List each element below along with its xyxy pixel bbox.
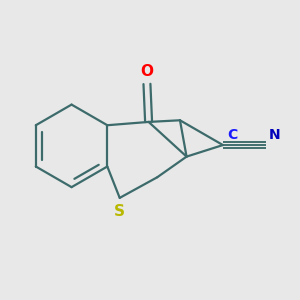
Text: S: S	[114, 204, 125, 219]
Text: N: N	[269, 128, 281, 142]
Text: C: C	[228, 128, 238, 142]
Text: O: O	[140, 64, 153, 79]
